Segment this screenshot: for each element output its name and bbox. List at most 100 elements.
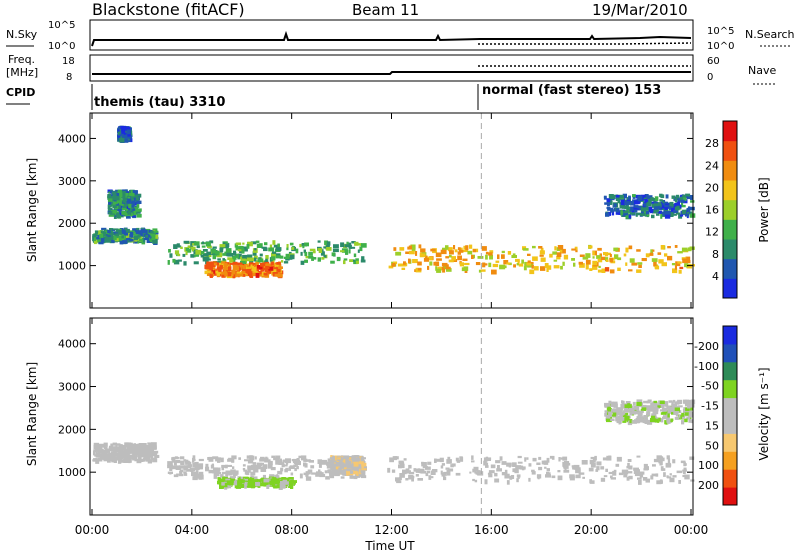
velocity-cell bbox=[354, 455, 359, 460]
power-cell bbox=[662, 200, 665, 203]
power-cell bbox=[108, 211, 113, 215]
power-cell bbox=[631, 209, 634, 212]
freq-panel: Freq. [MHz] 18 8 60 0 Nave bbox=[6, 53, 776, 85]
power-cell bbox=[125, 208, 129, 211]
power-cell bbox=[108, 191, 111, 194]
velocity-cell bbox=[318, 463, 322, 468]
velocity-cell bbox=[528, 477, 531, 482]
power-cell bbox=[522, 246, 527, 250]
velocity-cell bbox=[332, 456, 335, 461]
power-cell bbox=[393, 247, 397, 251]
velocity-cell bbox=[195, 470, 199, 475]
velocity-cell bbox=[318, 469, 321, 473]
velocity-cell bbox=[340, 469, 344, 473]
power-cell bbox=[232, 255, 237, 260]
power-cell bbox=[637, 195, 643, 200]
velocity-cell bbox=[176, 465, 181, 469]
power-cell bbox=[136, 228, 139, 232]
velocity-cell bbox=[537, 476, 540, 480]
power-cell bbox=[295, 248, 299, 254]
velocity-cell bbox=[180, 456, 185, 460]
colorbar-band bbox=[723, 433, 737, 452]
velocity-cell bbox=[218, 467, 221, 471]
velocity-cell bbox=[624, 404, 631, 408]
power-cell bbox=[605, 252, 609, 257]
power-cell bbox=[360, 259, 366, 263]
power-cell bbox=[654, 265, 660, 270]
velocity-cell bbox=[541, 460, 545, 465]
power-cell bbox=[321, 249, 324, 253]
colorbar-band bbox=[723, 140, 737, 161]
power-cell bbox=[673, 210, 678, 213]
velocity-cell bbox=[154, 454, 160, 458]
power-cell bbox=[222, 258, 225, 263]
velocity-cell bbox=[689, 410, 692, 414]
cpid-label: CPID bbox=[6, 86, 35, 99]
freq-label-line2: [MHz] bbox=[6, 66, 38, 79]
velocity-cell bbox=[150, 454, 153, 460]
velocity-cell bbox=[690, 479, 695, 482]
velocity-cell bbox=[658, 460, 662, 464]
velocity-cell bbox=[103, 442, 108, 447]
power-cell bbox=[169, 253, 173, 258]
power-cell bbox=[618, 194, 625, 199]
velocity-cell bbox=[654, 418, 659, 423]
velocity-cell bbox=[612, 414, 616, 417]
velocity-cell bbox=[263, 478, 270, 483]
colorbar-tick-label: 24 bbox=[705, 159, 719, 172]
power-cell bbox=[682, 209, 687, 215]
velocity-cell bbox=[608, 411, 612, 416]
velocity-cell bbox=[687, 404, 691, 409]
velocity-cell bbox=[684, 474, 690, 480]
freq-tick-low: 8 bbox=[66, 72, 72, 83]
power-cell bbox=[645, 211, 650, 215]
power-scatter bbox=[92, 125, 696, 279]
velocity-cell bbox=[645, 478, 650, 483]
power-cell bbox=[492, 263, 499, 268]
velocity-cell bbox=[117, 458, 122, 464]
velocity-cell bbox=[281, 477, 286, 482]
power-cell bbox=[603, 195, 607, 198]
power-cell bbox=[656, 205, 661, 209]
power-cell bbox=[629, 209, 632, 212]
power-cell bbox=[679, 214, 684, 217]
velocity-cell bbox=[317, 459, 322, 464]
velocity-cell bbox=[221, 465, 225, 471]
power-cell bbox=[544, 263, 549, 268]
velocity-cell bbox=[456, 459, 461, 463]
velocity-cell bbox=[132, 451, 137, 455]
velocity-cell bbox=[262, 464, 268, 469]
power-cell bbox=[636, 249, 641, 252]
power-cell bbox=[286, 247, 289, 251]
velocity-cell bbox=[517, 476, 520, 479]
power-cell bbox=[650, 197, 654, 202]
power-cell bbox=[436, 258, 442, 261]
velocity-cell bbox=[504, 473, 510, 479]
velocity-cell bbox=[639, 416, 644, 420]
velocity-cell bbox=[496, 468, 502, 472]
power-cell bbox=[403, 261, 406, 265]
velocity-cell bbox=[120, 459, 124, 463]
velocity-cell bbox=[248, 468, 251, 473]
velocity-cell bbox=[183, 465, 188, 469]
power-cell bbox=[637, 212, 642, 216]
velocity-cell bbox=[659, 400, 665, 404]
power-cell bbox=[559, 249, 563, 253]
velocity-cell bbox=[247, 459, 254, 464]
velocity-cell bbox=[96, 454, 99, 457]
nsky-frame bbox=[89, 19, 694, 51]
power-cell bbox=[221, 271, 226, 275]
power-cell bbox=[309, 248, 316, 252]
power-cell bbox=[122, 240, 128, 244]
power-cell bbox=[349, 246, 356, 249]
velocity-cell bbox=[345, 459, 350, 464]
power-cell bbox=[585, 253, 591, 258]
freq-frame bbox=[89, 54, 694, 82]
velocity-cell bbox=[683, 461, 686, 467]
velocity-cell bbox=[172, 456, 175, 460]
velocity-cell bbox=[269, 474, 275, 479]
power-cell bbox=[116, 199, 122, 204]
power-cell bbox=[686, 264, 693, 269]
power-cell bbox=[511, 255, 517, 258]
velocity-cell bbox=[647, 399, 652, 403]
